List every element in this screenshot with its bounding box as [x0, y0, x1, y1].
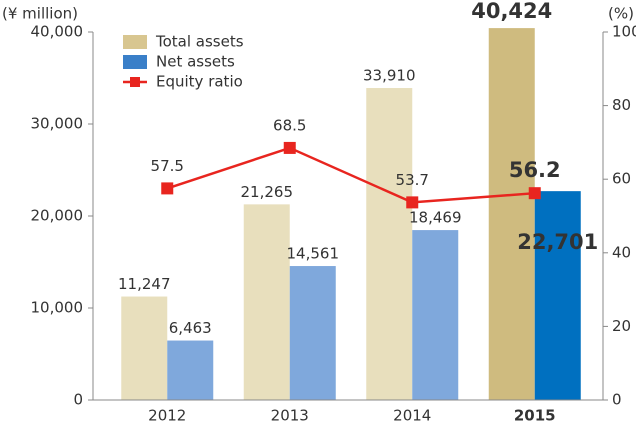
x-tick-label: 2012 — [148, 407, 186, 425]
legend-label: Total assets — [155, 33, 244, 51]
value-label: 6,463 — [169, 319, 212, 337]
legend-swatch — [123, 35, 147, 49]
value-label: 18,469 — [409, 209, 462, 227]
bar — [243, 204, 290, 400]
y-tick-label: 30,000 — [31, 115, 84, 133]
x-tick-label: 2014 — [393, 407, 431, 425]
y2-axis-label: (%) — [608, 5, 634, 23]
legend-swatch — [123, 55, 147, 69]
x-tick-label: 2013 — [271, 407, 309, 425]
y-tick-label: 10,000 — [31, 299, 84, 317]
y2-tick-label: 60 — [612, 170, 631, 188]
value-label: 21,265 — [241, 183, 294, 201]
value-label: 33,910 — [363, 67, 416, 85]
y-tick-label: 0 — [73, 391, 83, 409]
legend-label: Net assets — [156, 53, 235, 71]
bar — [488, 28, 535, 400]
legend-label: Equity ratio — [156, 73, 243, 91]
bar — [167, 340, 214, 400]
value-label: 53.7 — [396, 171, 429, 189]
value-label: 40,424 — [471, 0, 552, 23]
value-label: 11,247 — [118, 275, 171, 293]
value-label: 14,561 — [287, 245, 340, 263]
marker — [283, 141, 296, 154]
marker — [161, 182, 174, 195]
y-tick-label: 20,000 — [31, 207, 84, 225]
bar — [366, 88, 413, 400]
y2-tick-label: 100 — [612, 23, 636, 41]
value-label: 57.5 — [151, 157, 184, 175]
y2-tick-label: 80 — [612, 96, 631, 114]
value-label: 56.2 — [509, 158, 561, 182]
value-label: 68.5 — [273, 116, 306, 134]
y-tick-label: 40,000 — [31, 23, 84, 41]
x-tick-label: 2015 — [514, 407, 556, 425]
bar — [289, 266, 336, 400]
bar — [121, 296, 168, 400]
bar — [534, 191, 581, 400]
line — [166, 146, 535, 204]
y-axis-label: (¥ million) — [2, 5, 78, 23]
legend-marker — [130, 77, 140, 87]
value-label: 22,701 — [517, 230, 598, 254]
bar — [412, 230, 459, 400]
marker — [528, 187, 541, 200]
marker — [406, 196, 419, 209]
y2-tick-label: 40 — [612, 243, 631, 261]
y2-tick-label: 20 — [612, 317, 631, 335]
y2-tick-label: 0 — [612, 391, 622, 409]
